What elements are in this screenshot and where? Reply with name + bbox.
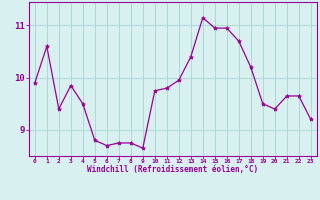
X-axis label: Windchill (Refroidissement éolien,°C): Windchill (Refroidissement éolien,°C) [87, 165, 258, 174]
